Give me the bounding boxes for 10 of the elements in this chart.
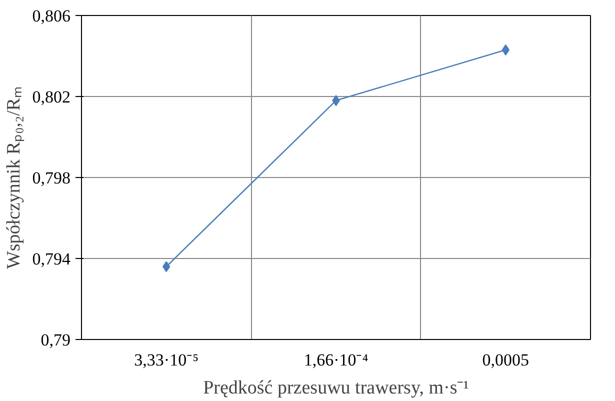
y-tick-label: 0,79 xyxy=(40,330,70,350)
x-tick-label: 3,33·10⁻⁵ xyxy=(134,350,199,370)
x-tick-label: 0,0005 xyxy=(482,350,530,370)
x-axis-title: Prędkość przesuwu trawersy, m·s⁻¹ xyxy=(203,378,470,398)
y-tick-label: 0,806 xyxy=(32,6,70,26)
y-tick-label: 0,802 xyxy=(32,88,70,106)
y-tick-label: 0,794 xyxy=(32,250,71,268)
y-axis-title: Współczynnik Rₚ₀,₂/Rₘ xyxy=(3,86,24,270)
x-tick-label: 1,66·10⁻⁴ xyxy=(304,350,368,370)
y-tick-label: 0,798 xyxy=(32,168,70,188)
